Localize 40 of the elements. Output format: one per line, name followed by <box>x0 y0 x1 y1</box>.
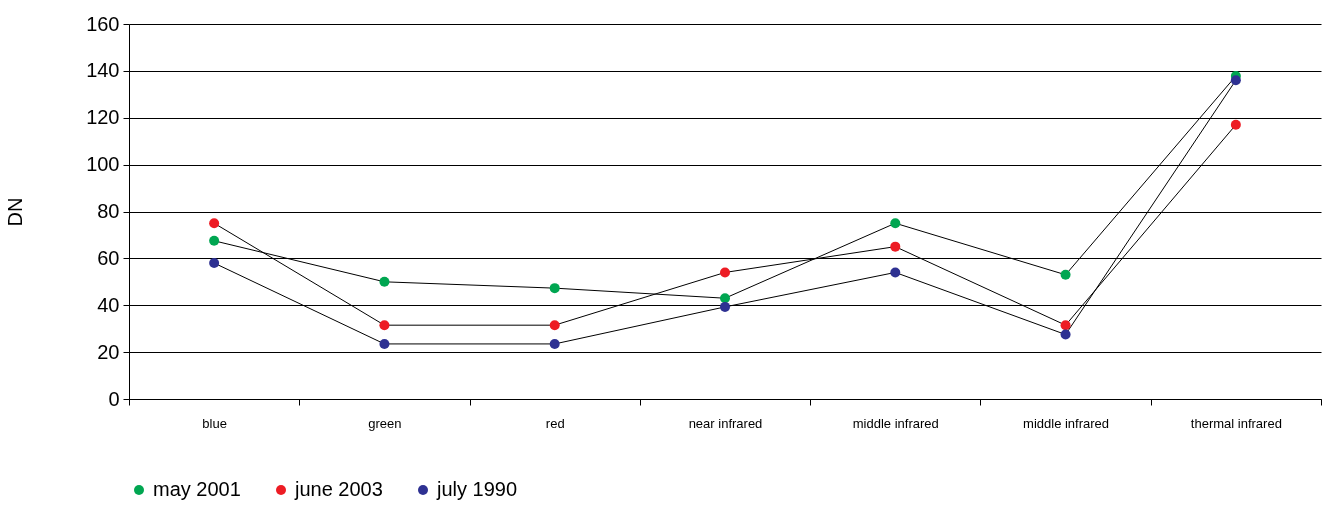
y-tick-label: 60 <box>97 246 120 269</box>
y-tick-label: 160 <box>86 12 120 35</box>
point <box>720 301 730 312</box>
y-tick-label: 0 <box>108 387 120 410</box>
y-tick-label: 40 <box>97 293 120 316</box>
point <box>209 258 220 269</box>
point <box>549 283 560 294</box>
x-tick-label: green <box>368 415 402 431</box>
x-tick-label: thermal infrared <box>1190 415 1282 431</box>
legend-label: july 1990 <box>436 478 518 500</box>
y-tick-label: 100 <box>86 153 120 176</box>
y-tick-label: 120 <box>86 106 120 129</box>
point <box>890 267 901 278</box>
legend-label: may 2001 <box>153 478 241 500</box>
y-axis-title: DN <box>4 197 27 227</box>
point <box>549 338 560 349</box>
y-tick-label: 80 <box>97 200 120 222</box>
point <box>209 218 220 229</box>
point <box>1230 75 1241 86</box>
x-tick-label: blue <box>202 415 227 431</box>
point <box>379 276 390 287</box>
point <box>379 338 390 349</box>
point <box>379 320 390 331</box>
y-tick-label: 20 <box>97 340 120 363</box>
x-tick-label: red <box>545 415 565 431</box>
point <box>1060 320 1071 331</box>
point <box>890 218 901 229</box>
point <box>720 293 730 304</box>
point <box>1060 269 1071 280</box>
point <box>549 320 560 331</box>
point <box>890 241 901 252</box>
y-tick-label: 140 <box>86 59 120 82</box>
point <box>720 267 730 278</box>
legend-label: june 2003 <box>294 478 383 500</box>
point <box>1230 119 1241 130</box>
x-tick-label: middle infrared <box>852 415 939 431</box>
x-tick-label: near infrared <box>688 415 763 431</box>
x-tick-label: middle infrared <box>1023 415 1110 431</box>
point <box>209 235 220 246</box>
point <box>1060 329 1071 340</box>
